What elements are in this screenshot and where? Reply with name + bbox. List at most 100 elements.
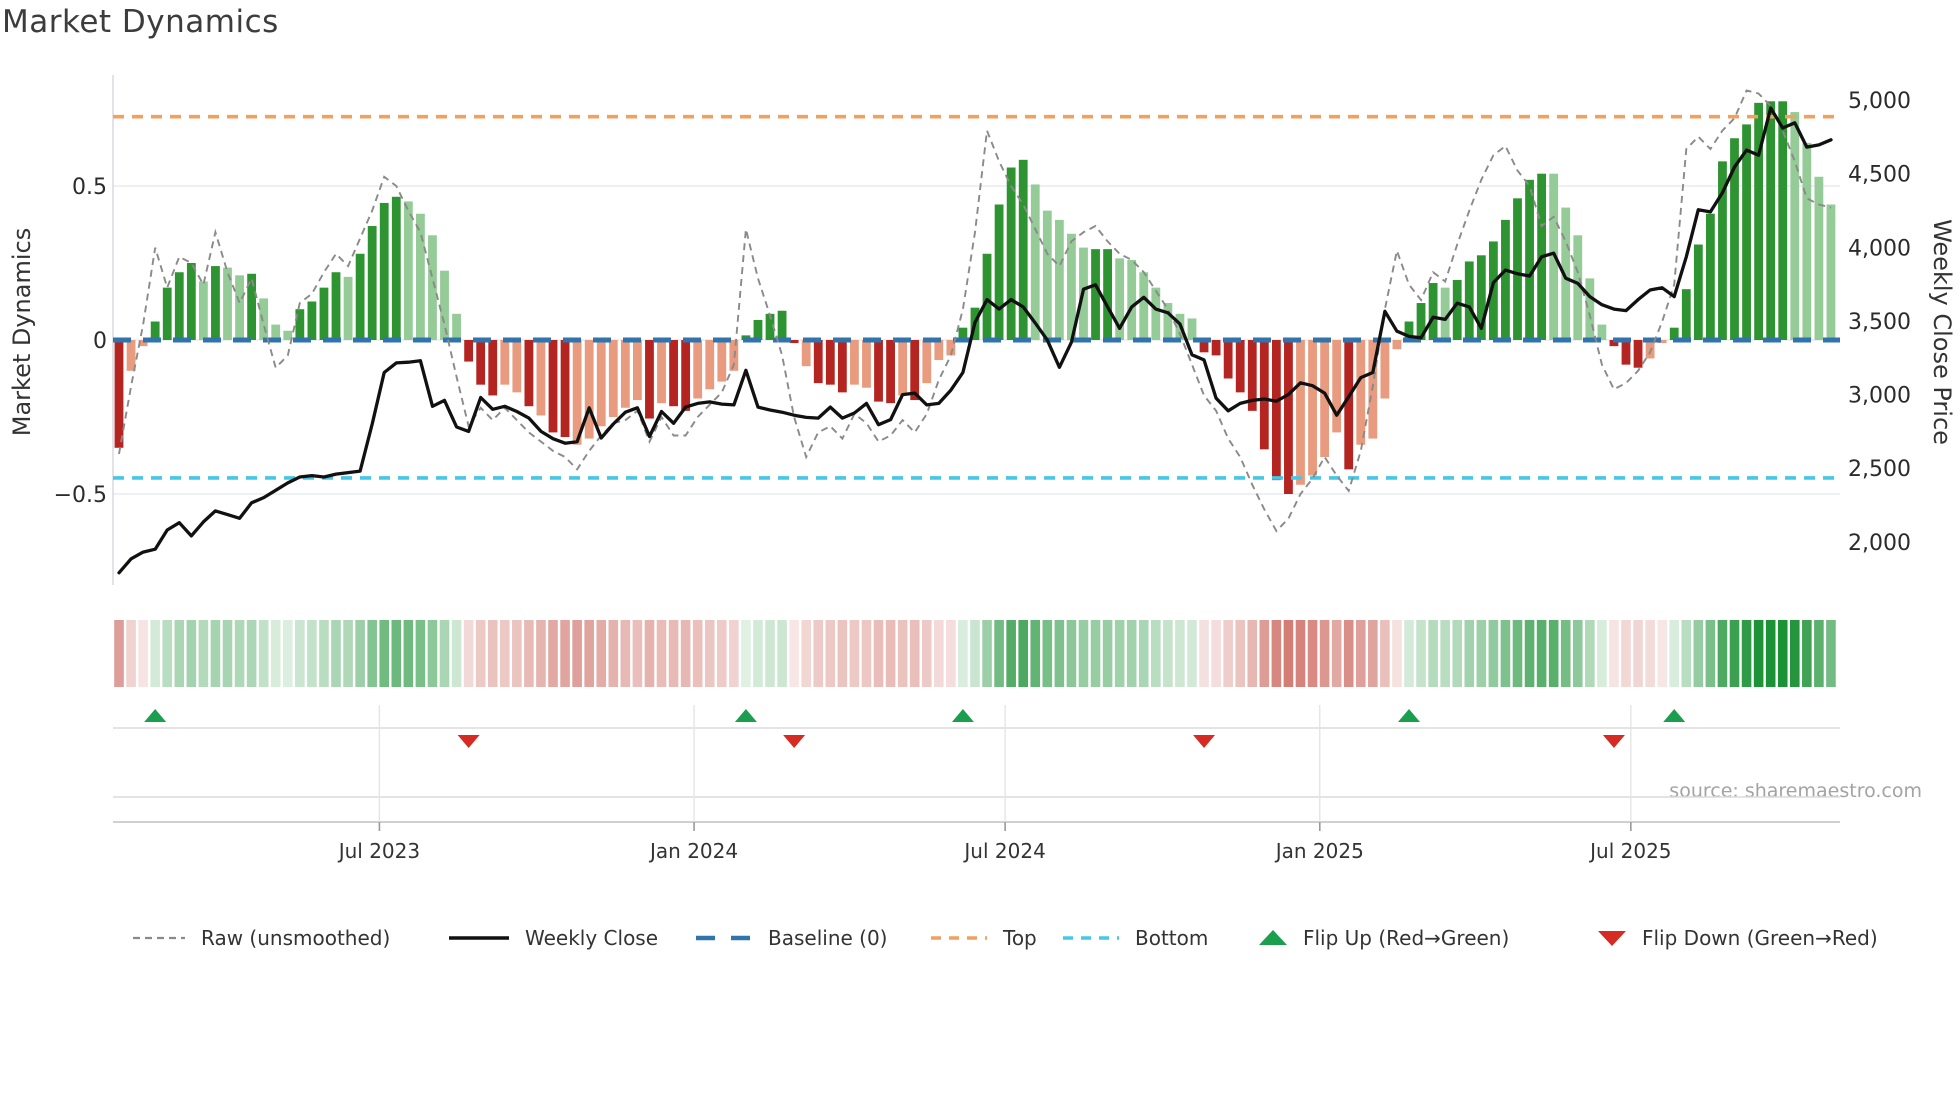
flip-up-marker (144, 709, 167, 722)
heatmap-cell (319, 620, 329, 687)
osc-bar (1561, 207, 1571, 340)
heatmap-cell (1669, 620, 1680, 687)
osc-bar (1525, 179, 1534, 340)
right-tick-label: 4,000 (1848, 236, 1911, 261)
osc-bar (1814, 176, 1824, 340)
heatmap-cell (1259, 620, 1270, 687)
heatmap-cell (692, 620, 703, 687)
heatmap-cell (717, 620, 727, 687)
osc-bar (500, 340, 510, 385)
osc-bar (910, 340, 920, 401)
osc-bar (584, 340, 594, 439)
heatmap-cell (331, 620, 341, 687)
osc-bar (777, 310, 787, 340)
flip-up-triangle-icon (1259, 930, 1287, 945)
heatmap-cell (777, 620, 787, 687)
osc-bar (1621, 340, 1631, 365)
osc-bar (476, 340, 486, 385)
heatmap-cell (512, 620, 522, 687)
flip-markers (144, 709, 1686, 748)
heatmap-cell (1789, 620, 1800, 687)
flip-down-marker (457, 735, 480, 748)
legend-item-top: Top (930, 918, 1037, 958)
osc-bar (1187, 318, 1197, 340)
heatmap-cell (1416, 620, 1426, 687)
weekly-close-line (117, 106, 1833, 575)
heatmap-cell (1476, 620, 1487, 687)
osc-bar (1018, 159, 1028, 340)
osc-bar (1488, 241, 1498, 340)
heatmap-cell (1247, 620, 1258, 687)
heatmap-cell (849, 620, 860, 687)
heatmap-cell (970, 620, 980, 687)
osc-bar (1320, 340, 1329, 458)
osc-bar (379, 202, 389, 340)
osc-bar (548, 340, 558, 433)
heatmap-cell (391, 620, 402, 687)
flip-down-marker (783, 735, 806, 748)
osc-bar (560, 340, 570, 438)
heatmap-cell (1536, 620, 1547, 687)
heatmap-cell (909, 620, 920, 687)
heatmap-cell (210, 620, 221, 687)
osc-bar (271, 324, 281, 340)
flip-down-triangle-icon (1598, 931, 1626, 946)
osc-bar (1501, 219, 1510, 340)
heatmap-cell (1030, 620, 1041, 687)
heatmap-cell (934, 620, 944, 687)
osc-bar (186, 263, 196, 340)
osc-bar (1054, 219, 1064, 340)
osc-bar (283, 330, 293, 340)
x-tick-label: Jan 2024 (648, 839, 738, 863)
heatmap-cell (186, 620, 197, 687)
osc-bar (657, 340, 666, 404)
heatmap-cell (1078, 620, 1089, 687)
page-title: Market Dynamics (2, 4, 279, 40)
osc-bar (198, 281, 208, 340)
osc-bar (1067, 233, 1076, 340)
osc-bar (223, 267, 232, 340)
osc-bar (1730, 138, 1739, 340)
legend-item-baseline: Baseline (0) (695, 918, 887, 958)
heatmap-cell (1283, 620, 1294, 687)
heatmap-cell (1814, 620, 1824, 687)
osc-bar (862, 340, 871, 388)
heatmap-cell (427, 620, 438, 687)
heatmap-cell (1512, 620, 1523, 687)
heatmap-cell (138, 620, 148, 687)
x-tick-label: Jul 2024 (962, 839, 1045, 863)
heatmap-cell (1054, 620, 1065, 687)
heatmap-cell (379, 620, 390, 687)
heatmap-cell (1597, 620, 1607, 687)
flip-down-marker (1193, 735, 1216, 748)
heatmap-cell (1006, 620, 1016, 687)
left-tick-label: 0 (93, 329, 107, 354)
osc-bar (946, 340, 956, 356)
right-tick-label: 2,000 (1848, 531, 1911, 556)
osc-bar (1645, 340, 1655, 359)
osc-bar (886, 340, 895, 404)
heatmap-cell (246, 620, 257, 687)
right-tick-label: 5,000 (1848, 89, 1911, 114)
right-tick-label: 2,500 (1848, 457, 1911, 482)
heatmap-cell (873, 620, 884, 687)
osc-bar (1151, 287, 1161, 340)
osc-bar (874, 340, 883, 402)
osc-bar (1802, 142, 1812, 340)
osc-bar (1428, 283, 1438, 340)
osc-bar (403, 201, 413, 340)
osc-bar (464, 340, 474, 362)
osc-bar (367, 226, 377, 340)
osc-bar (801, 340, 811, 367)
osc-bar (753, 319, 763, 340)
osc-bar (1826, 204, 1836, 340)
oscillator-bars (114, 101, 1836, 494)
heatmap-cell (1090, 620, 1101, 687)
heatmap-cell (415, 620, 426, 687)
heatmap-cell (632, 620, 643, 687)
osc-bar (765, 313, 775, 340)
legend-item-flip-up: Flip Up (Red→Green) (1258, 918, 1509, 958)
osc-bar (681, 340, 691, 411)
dash-orange-icon (931, 936, 987, 940)
